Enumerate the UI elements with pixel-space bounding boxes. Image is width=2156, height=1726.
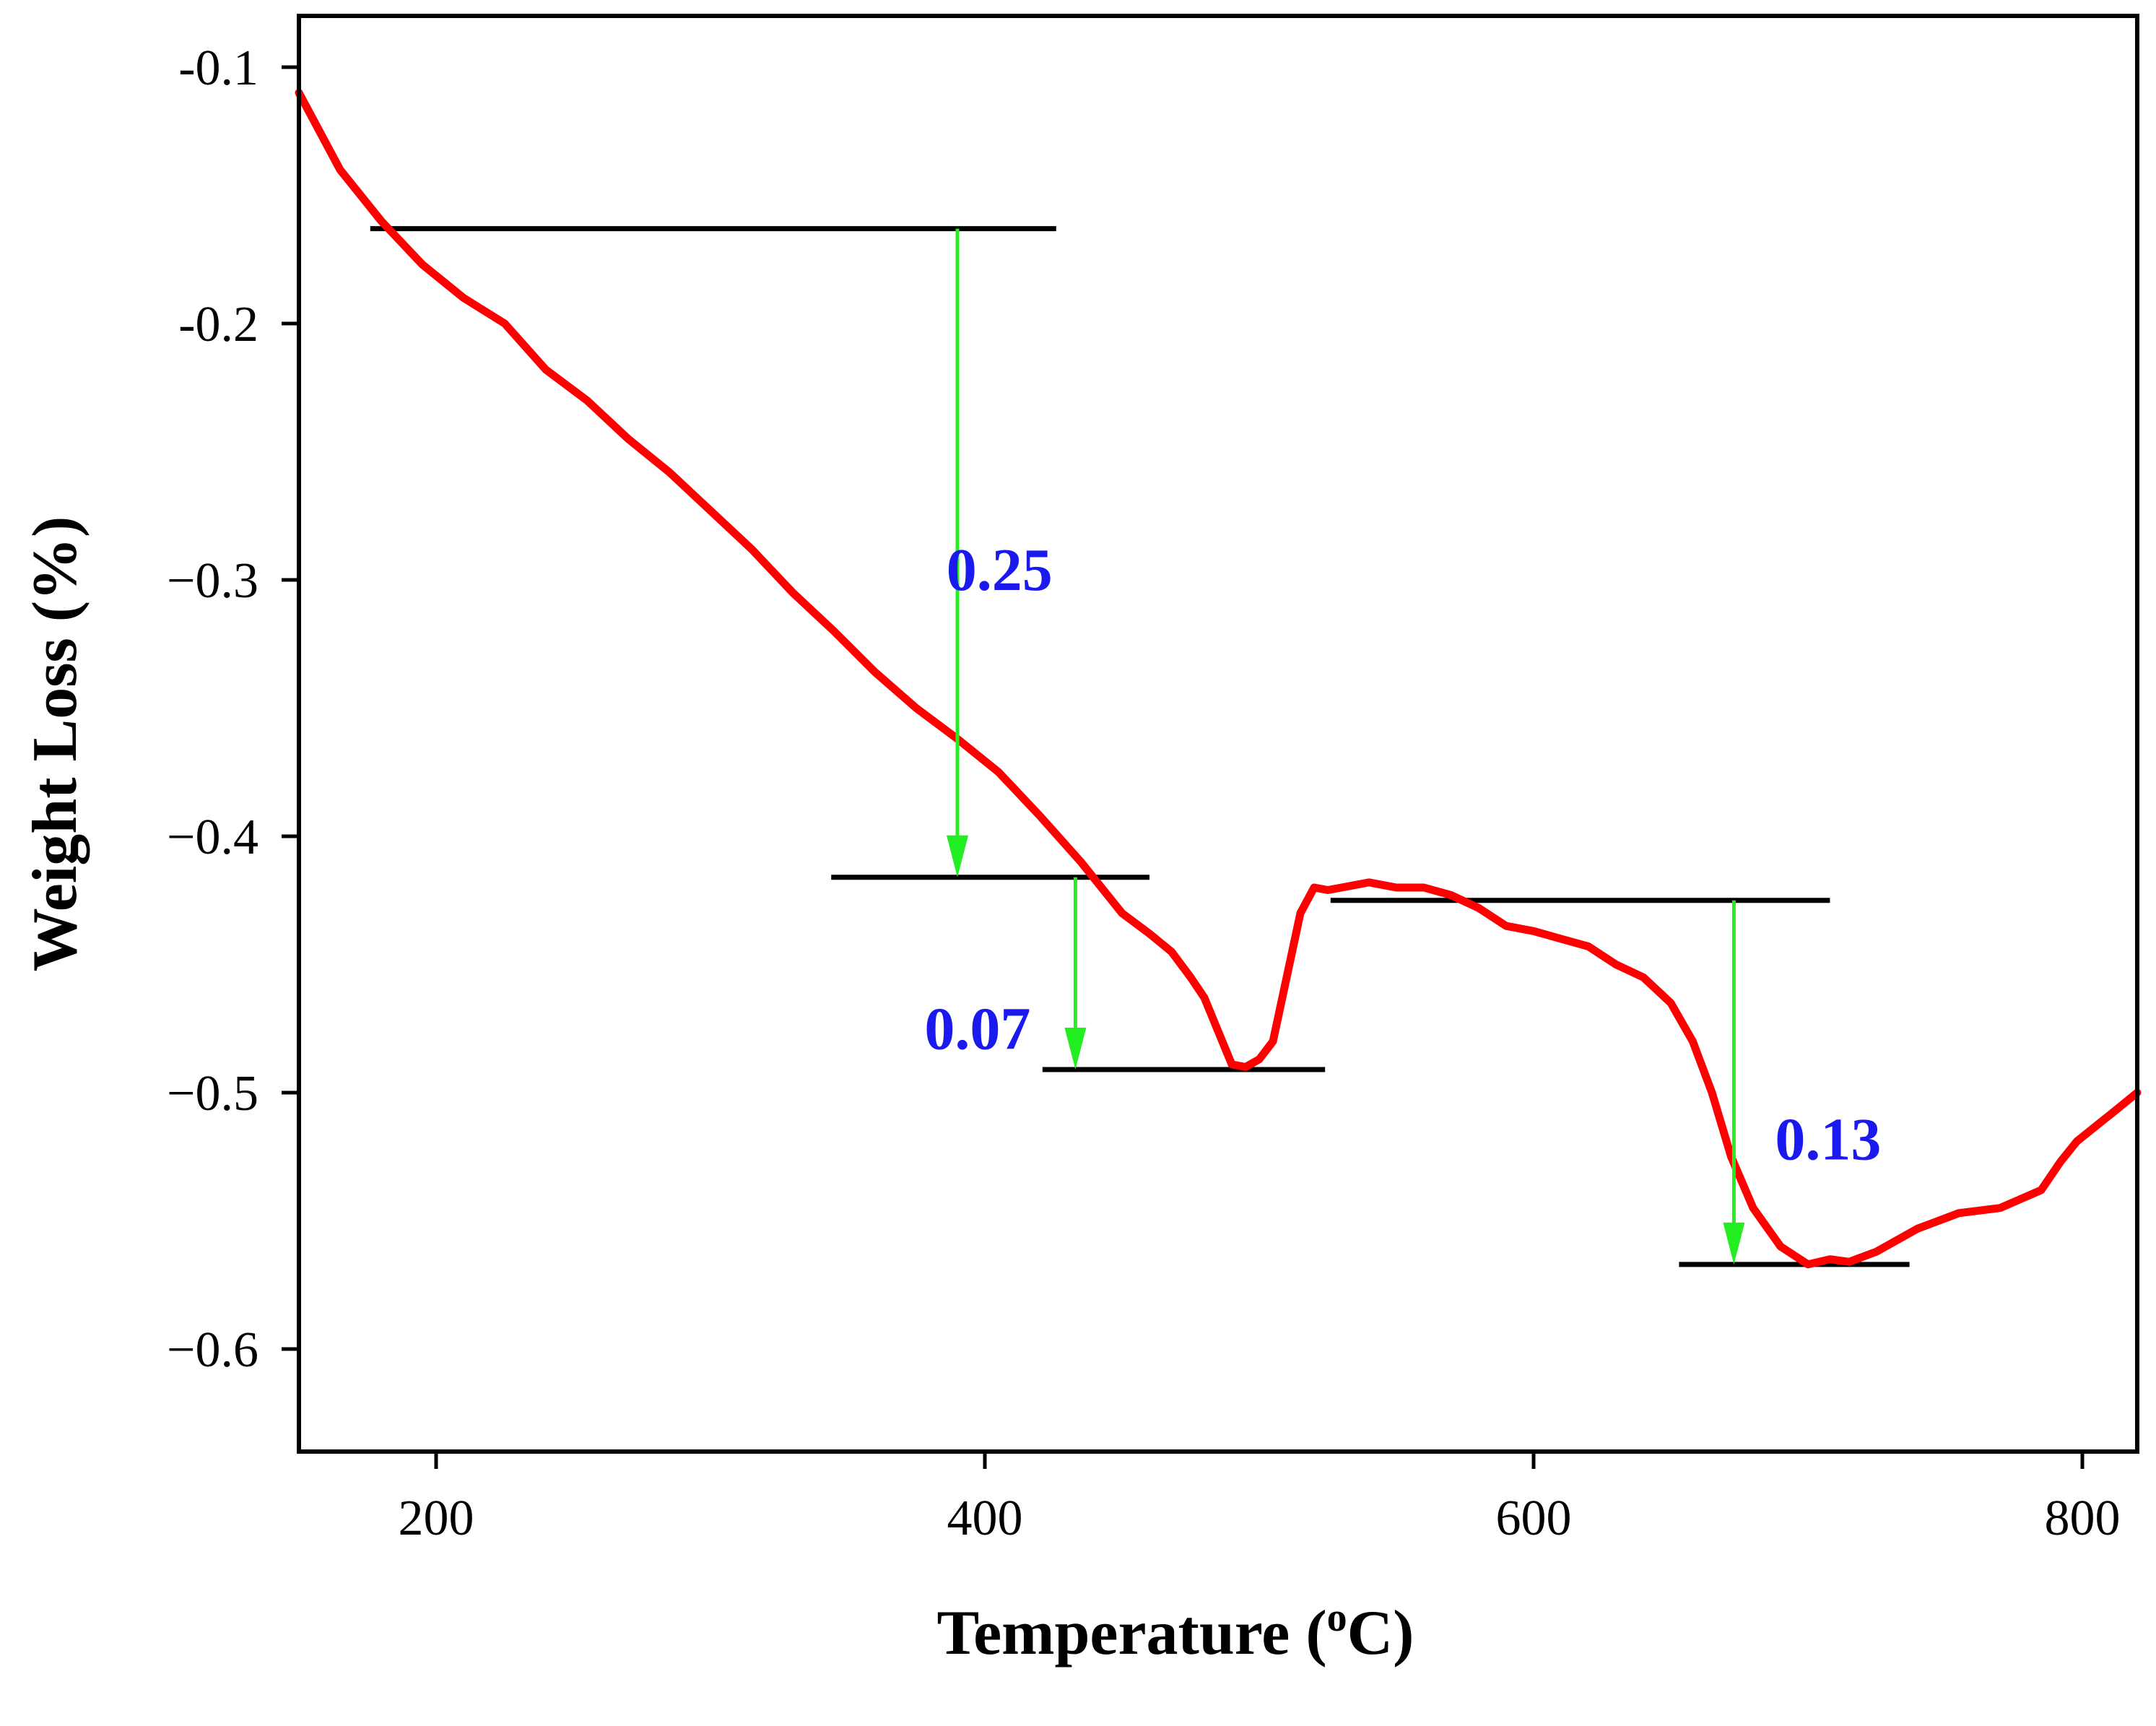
y-axis-title: Weight Loss (%) [20, 516, 90, 972]
annotation-loss-1: 0.25 [947, 537, 1053, 604]
y-tick-label: -0.1 [178, 40, 258, 96]
annotations-layer: 0.25 0.07 0.13 [924, 537, 1881, 1173]
y-tick-label: −0.6 [167, 1322, 258, 1378]
plot-frame [297, 14, 2139, 1454]
x-tick-label: 200 [399, 1491, 474, 1546]
series-line [295, 89, 2142, 1269]
reference-lines-layer [370, 226, 1910, 1267]
annotation-loss-2: 0.07 [924, 996, 1030, 1063]
x-axis-title-main: Temperature ( [937, 1598, 1327, 1668]
arrow-loss-1-head [947, 835, 968, 877]
annotation-loss-3: 0.13 [1775, 1106, 1881, 1173]
y-tick-label: −0.5 [167, 1066, 258, 1122]
axes-layer: 200 400 600 800 -0.1 -0.2 −0.3 −0.4 −0.5 −0.6 [167, 14, 2139, 1546]
x-axis-title-end: C) [1347, 1598, 1414, 1668]
y-tick-label: −0.4 [167, 810, 258, 865]
arrow-loss-3-head [1723, 1222, 1745, 1265]
x-tick-label: 800 [2045, 1491, 2121, 1546]
x-tick-label: 600 [1496, 1491, 1572, 1546]
arrow-loss-2-head [1064, 1028, 1087, 1070]
x-axis-title-degree: o [1327, 1595, 1347, 1640]
y-tick-label: −0.3 [167, 553, 258, 609]
x-axis-title: Temperature (oC) [937, 1595, 1414, 1668]
x-tick-label: 400 [947, 1491, 1023, 1546]
y-tick-label: -0.2 [178, 297, 258, 352]
series-layer [295, 89, 2142, 1269]
arrows-layer [947, 228, 1745, 1265]
